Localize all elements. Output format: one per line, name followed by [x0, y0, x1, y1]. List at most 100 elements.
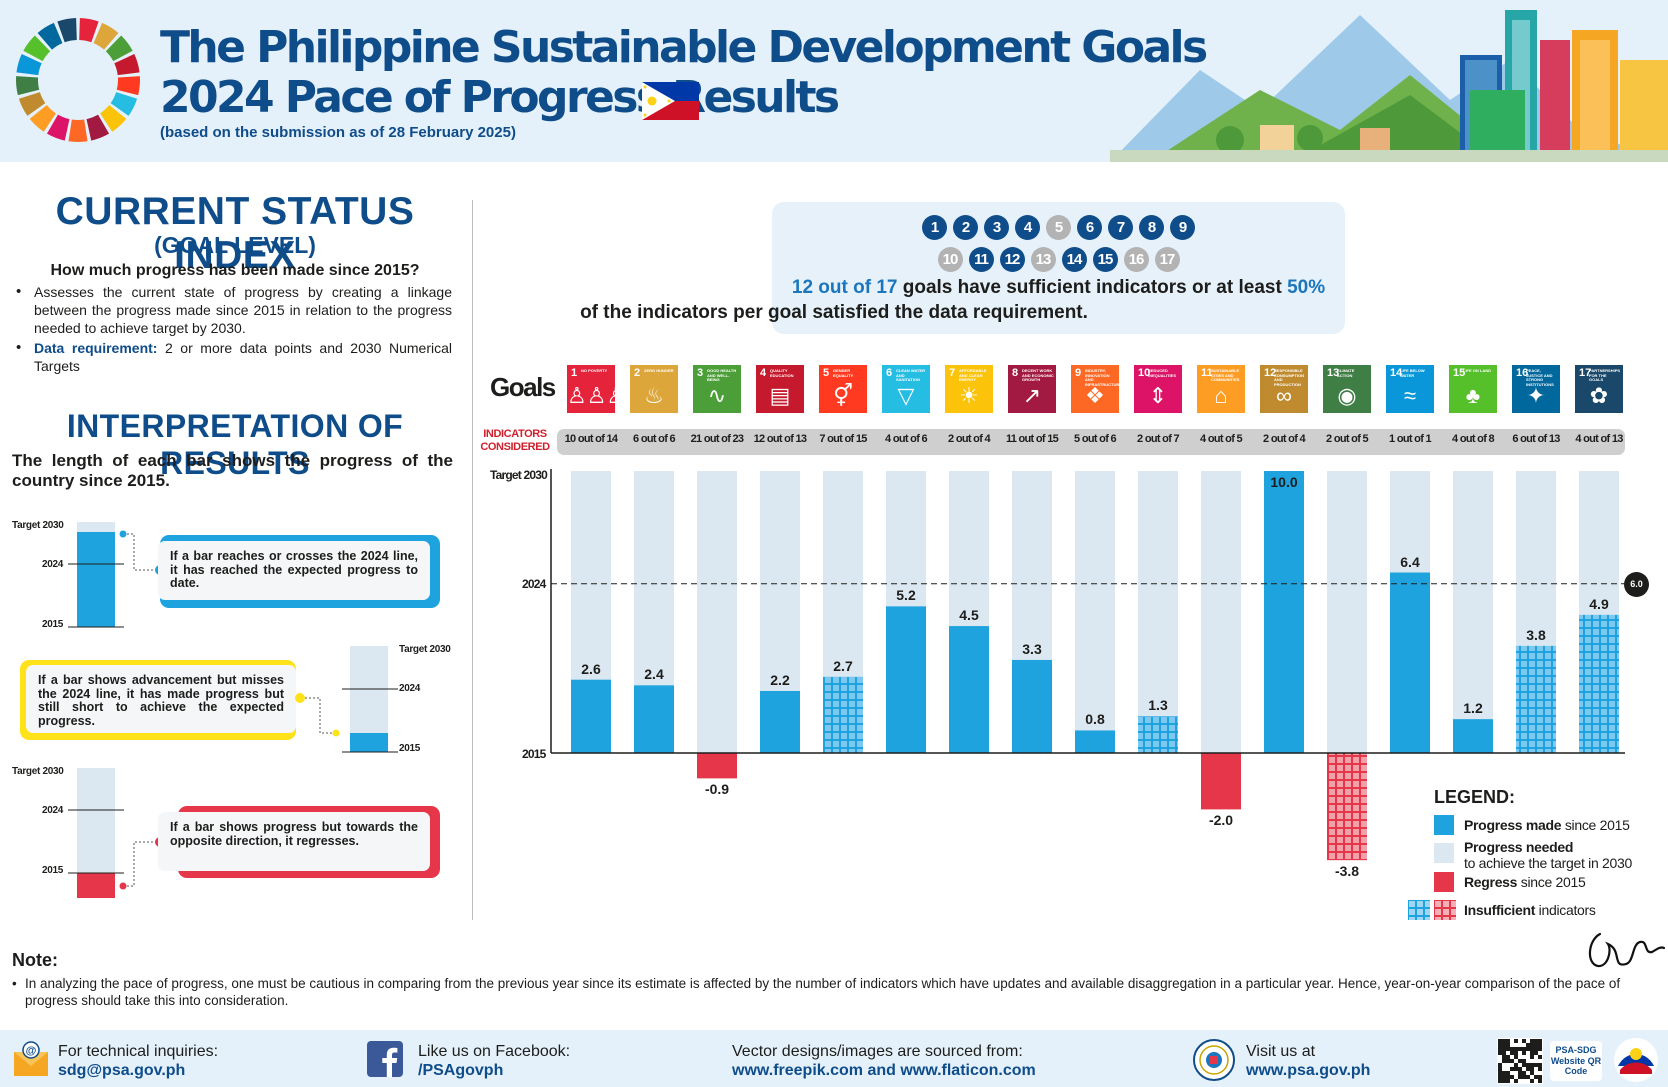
csi-bullet-1: Assesses the current state of progress b… [16, 283, 452, 337]
inquiries-email-link[interactable]: sdg@psa.gov.ph [58, 1062, 186, 1079]
qr-module [1502, 1079, 1506, 1083]
indicators-considered-goal-3: 21 out of 23 [690, 433, 744, 445]
goal-circle-10: 10 [937, 247, 963, 272]
qr-module [1502, 1059, 1506, 1063]
sdg-goal-glyph: ♙♙♙ [567, 383, 615, 408]
qr-module [1498, 1051, 1502, 1055]
value-label-goal-8: 3.3 [1022, 640, 1042, 657]
sdg-goal-number: 2 [634, 367, 641, 379]
qr-module [1510, 1067, 1514, 1071]
goal-circle-11: 11 [968, 247, 994, 272]
indicators-considered-goal-12: 2 out of 4 [1263, 433, 1306, 445]
sdg-goal-number: 5 [823, 367, 830, 379]
bar-goal-16 [1516, 645, 1556, 753]
summary-line2: of the indicators per goal satisfied the… [580, 302, 1088, 323]
sdg-goal-glyph: ↗ [1022, 383, 1042, 408]
sdg-wheel-segment [68, 119, 88, 142]
value-label-goal-1: 2.6 [581, 660, 601, 677]
svg-text:@: @ [26, 1045, 37, 1057]
value-label-goal-11: -2.0 [1208, 812, 1234, 829]
qr-module [1510, 1059, 1514, 1063]
sdg-goal-glyph: ♣ [1465, 383, 1481, 408]
csi-bullet-2: Data requirement: 2 or more data points … [16, 339, 452, 375]
qr-module [1534, 1043, 1538, 1047]
value-label-goal-2: 2.4 [644, 666, 664, 683]
qr-module [1514, 1079, 1518, 1083]
bagong-pilipinas-logo [1614, 1038, 1658, 1082]
indicators-considered-goal-5: 7 out of 15 [819, 433, 867, 445]
value-label-goal-14: 6.4 [1400, 553, 1420, 570]
goal-circle-4: 4 [1015, 215, 1040, 240]
qr-module [1506, 1039, 1510, 1043]
goal-circle-15: 15 [1092, 247, 1118, 272]
footer-bar [0, 1030, 1668, 1087]
example2-connector [295, 693, 340, 737]
vector-source-links[interactable]: www.freepik.com and www.flaticon.com [732, 1062, 1036, 1079]
qr-module [1514, 1067, 1518, 1071]
qr-module [1534, 1047, 1538, 1051]
sdg-wheel-segment [23, 35, 51, 62]
sdg-wheel-segment [29, 105, 56, 132]
goal-circle-17: 17 [1154, 247, 1180, 272]
website-link[interactable]: www.psa.gov.ph [1246, 1062, 1371, 1079]
sdg-goal-number: 4 [760, 367, 767, 379]
goal-circle-6: 6 [1077, 215, 1102, 240]
example3-2015-label: 2015 [42, 865, 64, 876]
qr-module [1518, 1071, 1522, 1075]
indicators-considered-goal-11: 4 out of 5 [1200, 433, 1243, 445]
csi-question: How much progress has been made since 20… [50, 262, 420, 279]
qr-module [1506, 1071, 1510, 1075]
sdg-wheel-segment [46, 114, 70, 141]
qr-module [1510, 1047, 1514, 1051]
legend-progress-needed-sub: to achieve the target in 2030 [1464, 855, 1632, 871]
sdg-wheel-segment [105, 35, 133, 62]
bar-goal-12 [1264, 471, 1304, 753]
qr-module [1506, 1075, 1510, 1079]
qr-module [1502, 1071, 1506, 1075]
bar-goal-13 [1327, 753, 1367, 861]
qr-module [1534, 1063, 1538, 1067]
note-text: In analyzing the pace of progress, one m… [12, 975, 1642, 1009]
main-title-line1: The Philippine Sustainable Development G… [160, 22, 1208, 73]
panel-divider [472, 200, 473, 920]
progress-needed-bar [697, 471, 737, 753]
goals-row-label: Goals [490, 372, 556, 402]
legend-swatch-progress [1434, 815, 1454, 835]
indicators-considered-goal-9: 5 out of 6 [1074, 433, 1117, 445]
qr-module [1498, 1079, 1502, 1083]
sdg-goal-12-icon: 12 Responsible Consumption and Production… [1260, 365, 1308, 413]
example3-2024-label: 2024 [42, 805, 64, 816]
qr-module [1538, 1047, 1542, 1051]
example-bar-short [342, 646, 398, 753]
qr-code-icon[interactable] [1497, 1038, 1543, 1084]
qr-module [1510, 1075, 1514, 1079]
bar-goal-8 [1012, 659, 1052, 753]
csi-subtitle: (GOAL LEVEL) [154, 232, 316, 258]
bar-goal-1 [571, 679, 611, 753]
goal-circle-16: 16 [1123, 247, 1149, 272]
qr-module [1498, 1071, 1502, 1075]
sdg-goal-title: Quality Education [770, 368, 794, 378]
legend-progress-needed: Progress needed [1464, 839, 1574, 855]
qr-code-label: PSA-SDG Website QR Code [1550, 1041, 1602, 1081]
bar-goal-10 [1138, 716, 1178, 753]
sdg-goal-title: Responsible Consumption and Production [1274, 368, 1304, 387]
legend-insufficient: Insufficient indicators [1464, 902, 1596, 918]
sdg-goal-4-icon: 4 Quality Education ▤ [756, 365, 804, 413]
qr-module [1498, 1067, 1502, 1071]
facebook-link[interactable]: /PSAgovph [418, 1062, 504, 1079]
sdg-goal-title: Industry, Innovation and Infrastructure [1085, 368, 1119, 387]
summary-count: 12 out of 17 [791, 277, 898, 298]
callout-regress: If a bar shows progress but towards the … [158, 812, 430, 871]
sdg-goal-number: 11 [1201, 367, 1213, 379]
sdg-goal-glyph: ▤ [769, 383, 791, 408]
legend-swatch-needed [1434, 843, 1454, 863]
value-label-goal-3: -0.9 [704, 781, 730, 798]
sdg-goal-glyph: ❖ [1085, 383, 1105, 408]
summary-text: goals have sufficient indicators or at l… [897, 277, 1288, 298]
qr-module [1534, 1051, 1538, 1055]
signature-mark [1588, 932, 1666, 968]
bar-goal-17 [1579, 614, 1619, 753]
sdg-goal-title: Climate Action [1337, 368, 1355, 378]
sdg-goal-10-icon: 10 Reduced Inequalities ⇕ [1134, 365, 1182, 413]
